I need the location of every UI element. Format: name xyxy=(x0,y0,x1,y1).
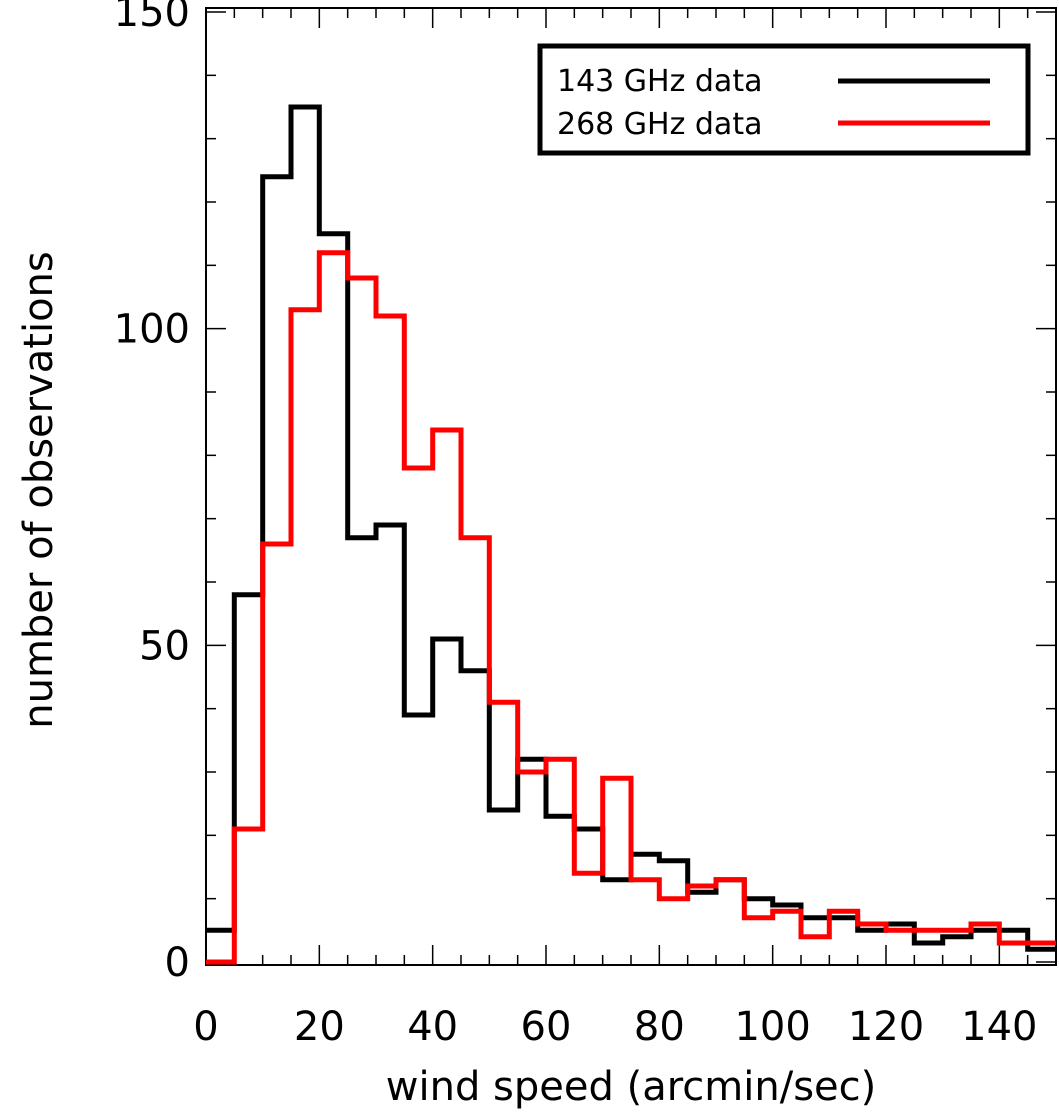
y-tick-label: 150 xyxy=(114,0,190,36)
series-line-1 xyxy=(206,250,1056,965)
x-tick-label: 100 xyxy=(734,1004,810,1050)
y-tick-label: 50 xyxy=(139,623,190,669)
y-axis-label: number of observations xyxy=(16,251,62,729)
legend-label-143: 143 GHz data xyxy=(557,64,762,99)
series-line-0 xyxy=(206,104,1056,952)
x-tick-label: 80 xyxy=(634,1004,685,1050)
legend: 143 GHz data 268 GHz data xyxy=(537,43,1031,156)
x-axis-label: wind speed (arcmin/sec) xyxy=(386,1064,876,1110)
x-tick-label: 40 xyxy=(407,1004,458,1050)
x-tick-label: 0 xyxy=(193,1004,218,1050)
x-tick-label: 60 xyxy=(521,1004,572,1050)
y-tick-label: 100 xyxy=(114,307,190,353)
legend-box xyxy=(537,43,1031,156)
x-tick-label: 140 xyxy=(961,1004,1037,1050)
axis-ticks: 0 20 40 60 80 100 120 140 0 50 100 150 xyxy=(114,0,1056,1050)
x-tick-label: 20 xyxy=(294,1004,345,1050)
series-lines xyxy=(206,104,1056,965)
y-tick-label: 0 xyxy=(165,940,190,986)
legend-label-268: 268 GHz data xyxy=(557,107,762,142)
x-tick-label: 120 xyxy=(848,1004,924,1050)
